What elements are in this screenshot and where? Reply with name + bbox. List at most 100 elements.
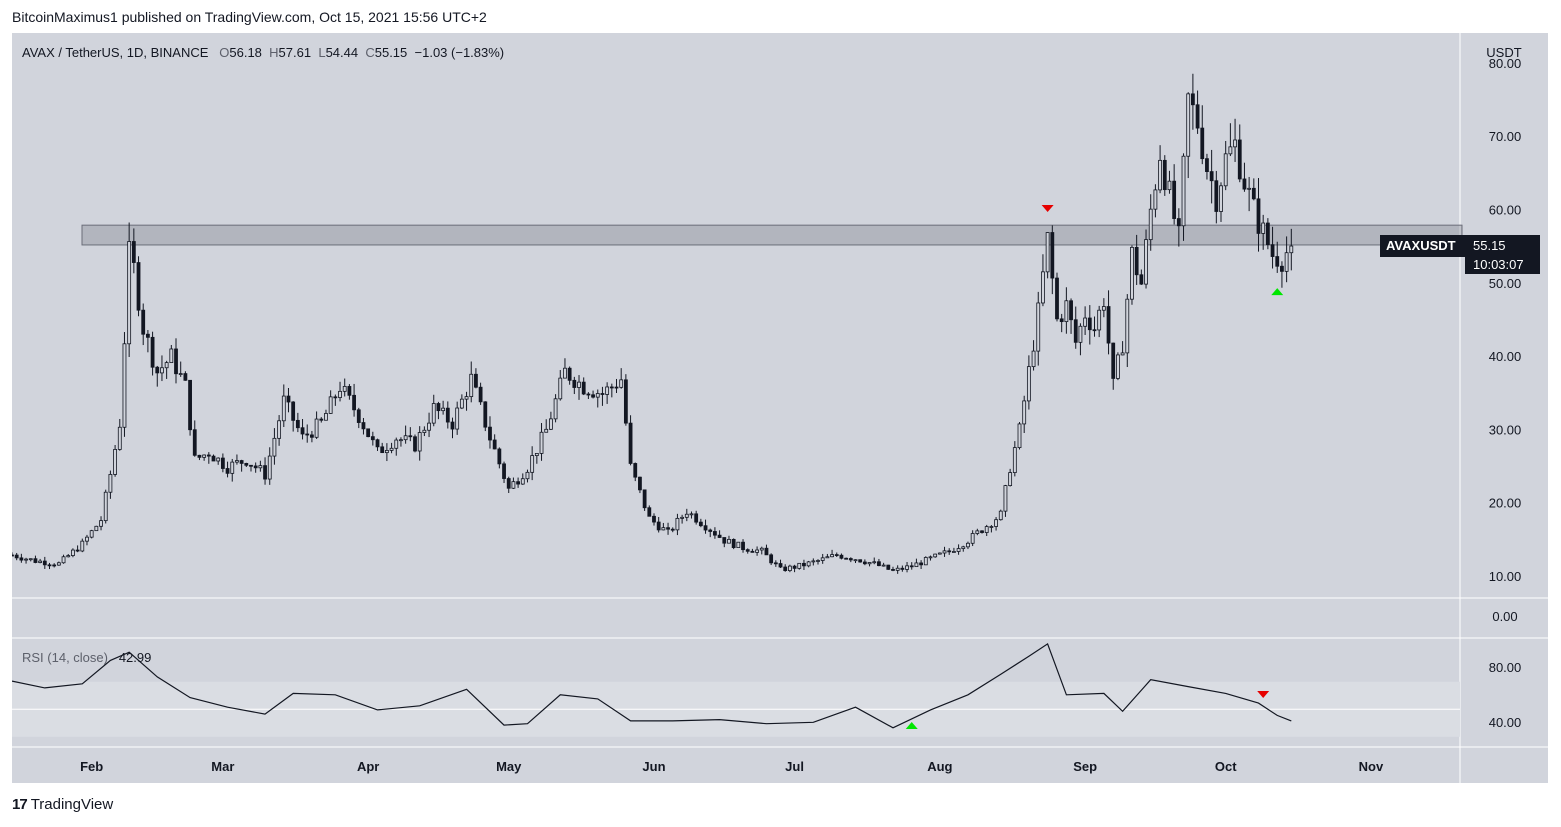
candle-body xyxy=(980,530,984,533)
candlestick-chart[interactable]: 80.00 70.00 60.00 50.00 40.00 30.00 20.00 10.00… xyxy=(12,33,1548,783)
candle-body xyxy=(174,348,178,375)
candle-body xyxy=(253,465,258,469)
candle-body xyxy=(755,549,759,553)
candle-body xyxy=(61,556,66,564)
candle-body xyxy=(1087,317,1092,331)
candle-body xyxy=(338,390,342,398)
candle-body xyxy=(778,563,783,568)
footer-brand[interactable]: 17 TradingView xyxy=(12,796,113,813)
month-tick-label: Jul xyxy=(785,759,804,774)
candle-body xyxy=(192,429,197,456)
candle-body xyxy=(155,366,160,374)
month-tick-label: Aug xyxy=(927,759,952,774)
candle-body xyxy=(150,336,155,368)
candle-body xyxy=(727,538,731,544)
tradingview-logo-icon: 17 xyxy=(12,796,28,813)
candle-body xyxy=(689,513,694,516)
candle-body xyxy=(619,379,624,388)
price-tick-label: 20.00 xyxy=(1489,496,1522,511)
chart-frame[interactable]: 80.00 70.00 60.00 50.00 40.00 30.00 20.00 10.00… xyxy=(12,33,1548,783)
candle-body xyxy=(1031,350,1036,368)
candle-body xyxy=(1172,180,1177,219)
candle-body xyxy=(459,398,464,409)
candle-body xyxy=(783,566,788,572)
candle-body xyxy=(591,394,595,398)
rsi-tick-label: 40.00 xyxy=(1489,715,1522,730)
candle-body xyxy=(488,426,492,441)
candle-body xyxy=(534,453,539,456)
candle-body xyxy=(984,526,989,533)
candle-body xyxy=(1120,352,1125,356)
candle-body xyxy=(820,557,825,561)
candle-body xyxy=(919,562,924,566)
candle-body xyxy=(370,436,375,441)
candle-body xyxy=(1261,222,1266,234)
candle-body xyxy=(670,528,675,531)
candle-body xyxy=(1012,447,1017,473)
candle-body xyxy=(1265,222,1270,246)
rsi-buy-arrow-icon xyxy=(905,722,918,729)
candle-body xyxy=(811,560,816,563)
candle-body xyxy=(806,561,811,567)
candle-body xyxy=(277,420,282,439)
candle-body xyxy=(652,515,656,523)
candle-body xyxy=(1022,400,1027,425)
candle-body xyxy=(1111,342,1116,379)
candle-body xyxy=(99,520,103,527)
candle-body xyxy=(989,526,994,528)
candle-body xyxy=(263,465,267,480)
candle-body xyxy=(1200,127,1205,160)
close-label: C xyxy=(365,45,375,60)
candle-body xyxy=(881,564,886,567)
price-tag-value: 55.15 10:03:07 xyxy=(1465,235,1540,274)
candle-body xyxy=(708,529,713,532)
rsi-label: RSI (14, close) xyxy=(22,650,108,665)
candle-body xyxy=(441,407,446,412)
candle-body xyxy=(75,549,80,552)
candle-body xyxy=(1242,178,1247,190)
symbol-legend: AVAX / TetherUS, 1D, BINANCE O56.18 H57.… xyxy=(22,45,504,60)
open-value: 56.18 xyxy=(229,45,262,60)
candle-body xyxy=(844,557,849,560)
candle-body xyxy=(1158,159,1162,191)
candle-body xyxy=(600,393,605,395)
candle-body xyxy=(1144,239,1148,285)
candle-body xyxy=(942,550,947,554)
candle-body xyxy=(12,554,14,557)
price-tick-label: 50.00 xyxy=(1489,276,1522,291)
symbol-name: AVAX / TetherUS, 1D, BINANCE xyxy=(22,45,209,60)
candle-body xyxy=(511,481,516,489)
candle-body xyxy=(66,555,71,558)
candle-body xyxy=(169,348,174,364)
candle-body xyxy=(586,393,591,396)
candle-body xyxy=(85,536,89,542)
candle-body xyxy=(1270,244,1275,257)
candle-body xyxy=(1073,319,1078,343)
high-label: H xyxy=(269,45,279,60)
candle-body xyxy=(680,516,685,519)
candle-body xyxy=(858,559,863,563)
currency-label: USDT xyxy=(1486,45,1521,60)
candle-body xyxy=(47,564,52,567)
candle-body xyxy=(71,549,75,556)
candle-body xyxy=(450,421,455,430)
candle-body xyxy=(661,527,666,531)
candle-body xyxy=(633,463,638,478)
price-tick-label: 70.00 xyxy=(1489,129,1522,144)
candle-body xyxy=(291,401,296,421)
price-tick-label: 60.00 xyxy=(1489,203,1522,218)
candle-body xyxy=(717,534,722,538)
candle-body xyxy=(300,427,305,435)
month-tick-label: Sep xyxy=(1073,759,1097,774)
candle-body xyxy=(872,561,877,564)
candle-body xyxy=(952,551,956,553)
candle-body xyxy=(1008,472,1013,486)
candle-body xyxy=(595,393,600,398)
candle-body xyxy=(1284,252,1289,272)
candle-body xyxy=(1289,245,1294,254)
candle-body xyxy=(1078,325,1083,343)
candle-body xyxy=(553,398,558,420)
rsi-legend: RSI (14, close) 42.99 xyxy=(22,650,151,665)
brand-name: TradingView xyxy=(30,796,114,813)
candle-body xyxy=(675,517,680,531)
